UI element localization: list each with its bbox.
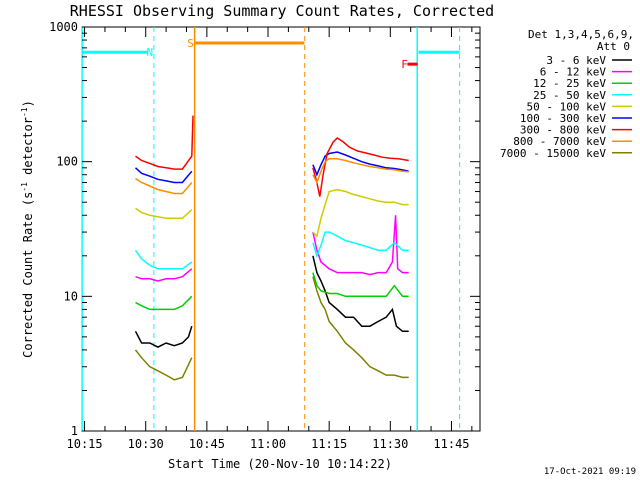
state-annotations: N S F [146,37,407,71]
annotation-f: F [401,58,408,71]
y-tick-label-1: 10 [64,289,78,303]
y-axis-label-end: ) [21,100,35,107]
series-line-0-seg-1 [312,255,409,333]
legend-label-6: 300 - 800 keV [520,124,606,137]
x-tick-label-0: 10:15 [67,437,103,451]
plot-frame [81,26,481,432]
series-line-4-seg-0 [135,207,193,220]
series-line-2-seg-0 [135,295,193,311]
y-tick-label-3: 1000 [49,20,78,34]
x-tick-label-5: 11:30 [372,437,408,451]
series-line-8-seg-1 [312,276,409,379]
y-tick-label-0: 1 [71,424,78,438]
x-tick-label-3: 11:00 [250,437,286,451]
legend-label-0: 3 - 6 keV [546,54,606,67]
legend-header-line-1: Det 1,3,4,5,6,9, [528,28,634,41]
legend-label-1: 6 - 12 keV [540,66,607,79]
y-axis-label: Corrected Count Rate (s-1 detector-1) [20,100,35,358]
state-bars [82,41,460,66]
y-axis-ticks: 1 10 100 1000 [49,20,480,438]
series-line-5-seg-0 [134,167,193,184]
y-axis-label-main: Corrected Count Rate (s [21,192,35,358]
x-axis-label: Start Time (20-Nov-10 10:14:22) [168,457,392,471]
x-tick-label-6: 11:45 [433,437,469,451]
x-tick-label-1: 10:30 [128,437,164,451]
series-line-0-seg-0 [134,325,193,348]
legend-label-5: 100 - 300 keV [520,112,606,125]
y-axis-label-sup1: -1 [20,182,29,192]
series-line-3-seg-0 [134,249,193,270]
annotation-n: N [146,46,153,59]
series-line-1-seg-1 [312,215,409,276]
series-line-7-seg-1 [312,158,409,185]
x-tick-label-4: 11:15 [311,437,347,451]
x-tick-label-2: 10:45 [189,437,225,451]
y-axis-label-mid: detector [21,117,35,182]
legend-header-line-2: Att 0 [597,40,630,53]
legend-label-2: 12 - 25 keV [533,77,606,90]
x-axis-ticks: 10:15 10:30 10:45 11:00 11:15 11:30 11:45 [67,27,473,451]
series-line-6-seg-1 [312,137,409,197]
cyan-state-lines [81,27,461,431]
series-line-7-seg-0 [135,177,193,195]
chart-title: RHESSI Observing Summary Count Rates, Co… [70,2,494,20]
series-line-3-seg-1 [312,231,409,259]
legend-label-8: 7000 - 15000 keV [500,147,606,160]
series-line-4-seg-1 [312,188,409,238]
legend-label-7: 800 - 7000 keV [513,135,606,148]
legend-label-4: 50 - 100 keV [527,100,607,113]
y-tick-label-2: 100 [56,155,78,169]
timestamp: 17-Oct-2021 09:19 [544,467,636,477]
y-axis-label-sup2: -1 [20,107,29,117]
series-line-6-seg-0 [135,115,194,170]
series-line-2-seg-1 [312,272,409,298]
series-line-8-seg-0 [134,349,193,381]
series-line-5-seg-1 [312,151,409,177]
legend-label-3: 25 - 50 keV [533,89,606,102]
series-group [134,115,409,381]
series-line-1-seg-0 [135,268,193,282]
annotation-s: S [187,37,194,50]
